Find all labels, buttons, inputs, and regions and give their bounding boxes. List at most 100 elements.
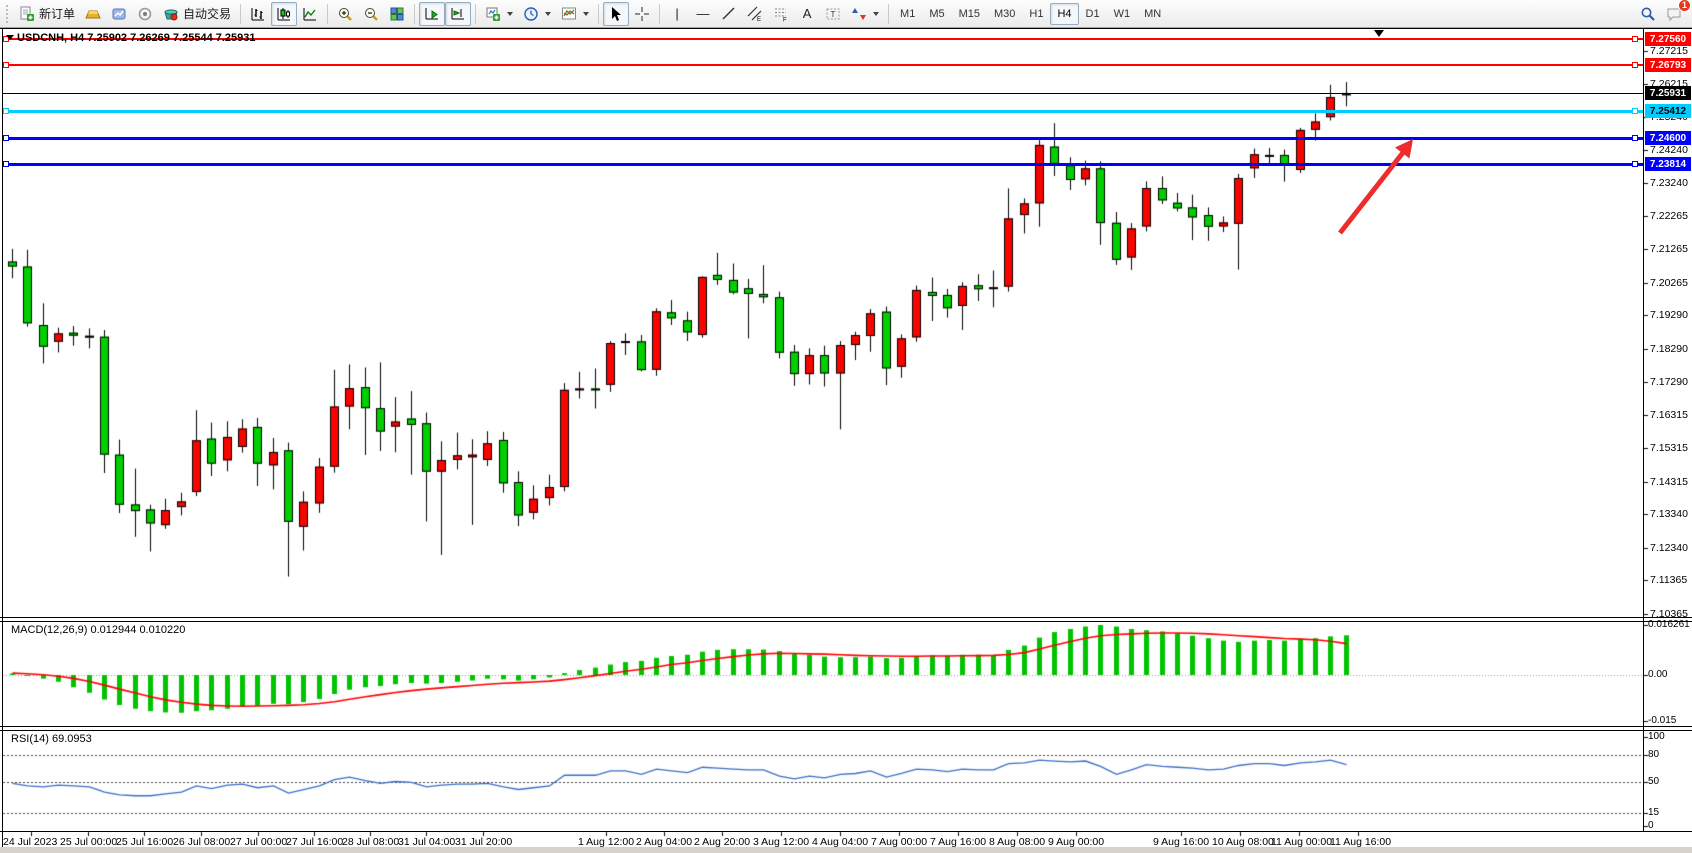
price-axis-tick: 7.16315 [1650,409,1688,421]
new-order-button[interactable]: 新订单 [14,2,80,26]
price-axis-tick: 7.19290 [1650,309,1688,321]
support-line-blue-2-handle[interactable] [1632,161,1638,167]
chart-shift-marker[interactable] [1374,30,1384,37]
tf-button-m1[interactable]: M1 [900,7,916,20]
macd-rsi-splitter[interactable] [0,726,1692,727]
arrows-button[interactable] [846,2,884,26]
current-price-line[interactable] [3,93,1643,94]
rsi-axis-label: 15 [1648,807,1660,818]
horizontal-line-button[interactable]: — [690,2,716,26]
price-tag-7.25931: 7.25931 [1645,86,1691,100]
vertical-line-button[interactable]: | [664,2,690,26]
timeframe-bar: M1 M5 M15 M30 H1 H4 D1 W1 MN [893,2,1168,25]
clock-icon [524,6,538,21]
trendline-button[interactable] [716,2,742,26]
new-chart-button[interactable] [480,2,518,26]
time-axis-label: 9 Aug 00:00 [1048,836,1105,848]
tf-button-m30[interactable]: M30 [994,7,1016,20]
tile-windows-button[interactable] [384,2,410,26]
arrow-objects-icon [852,7,867,20]
resistance-line-2-handle[interactable] [3,62,9,68]
support-line-cyan[interactable] [3,110,1643,113]
cursor-icon [612,6,622,21]
support-line-cyan-handle[interactable] [3,108,9,114]
tf-button-mn[interactable]: MN [1144,7,1162,20]
resistance-line-2[interactable] [3,64,1643,66]
crosshair-button[interactable] [629,2,655,26]
text-icon: A [802,6,812,21]
support-line-blue-2[interactable] [3,163,1643,166]
equidistant-channel-button[interactable]: E [742,2,768,26]
time-axis-label: 31 Jul 04:00 [398,836,456,848]
price-axis-tick: 7.12340 [1650,542,1688,554]
indicators-button[interactable] [556,2,594,26]
text-label-icon: T [826,8,840,19]
rsi-axis-label: 50 [1648,776,1660,787]
notifications-button[interactable]: 1 [1661,0,1691,26]
candlestick-mode-button[interactable] [271,1,298,26]
auto-trading-label: 自动交易 [183,7,232,21]
resistance-line-1-handle[interactable] [1632,36,1638,42]
support-line-blue-1[interactable] [3,137,1643,140]
main-macd-splitter[interactable] [0,617,1692,618]
fibonacci-button[interactable]: F [768,2,794,26]
tf-button-h4[interactable]: H4 [1050,2,1079,25]
price-tag-7.27560: 7.27560 [1645,32,1691,46]
tf-button-d1[interactable]: D1 [1085,7,1100,20]
support-line-cyan-handle[interactable] [1632,108,1638,114]
chart-shift-button[interactable] [445,1,472,26]
resistance-line-1[interactable] [3,38,1643,40]
market-charts-button[interactable] [106,2,132,26]
tf-button-m15[interactable]: M15 [958,7,980,20]
time-axis-label: 2 Aug 20:00 [694,836,751,848]
price-axis-tick: 7.24240 [1650,144,1688,156]
resistance-line-2-handle[interactable] [1632,62,1638,68]
tf-button-h1[interactable]: H1 [1029,7,1044,20]
text-button[interactable]: A [794,2,820,26]
search-button[interactable] [1635,2,1661,26]
svg-text:T: T [831,10,836,19]
zoom-out-button[interactable] [358,2,384,26]
rsi-indicator-label: RSI(14) 69.0953 [9,733,94,745]
periods-button[interactable] [518,2,556,26]
macd-signal-value: 0.010220 [139,624,186,636]
auto-trading-button[interactable]: 自动交易 [158,2,236,26]
trend-arrow-annotation[interactable] [1300,118,1440,248]
chart-cloud-icon [112,8,126,19]
chart-top-border [0,28,1692,29]
rsi-name: RSI(14) [11,733,49,745]
chevron-down-icon [507,11,514,16]
cursor-button[interactable] [603,1,630,26]
rsi-axis-label: 80 [1648,749,1660,760]
new-chart-icon [486,7,501,21]
time-axis-label: 27 Jul 16:00 [286,836,344,848]
support-line-blue-1-handle[interactable] [3,135,9,141]
chart-title-ohlc: USDCNH, H4 7.25902 7.26269 7.25544 7.259… [17,32,256,44]
time-axis-label: 27 Jul 00:00 [230,836,288,848]
auto-scroll-button[interactable] [419,1,446,26]
toolbar-separator [327,3,329,24]
window-bottom-edge [0,847,1692,853]
support-line-blue-2-handle[interactable] [3,161,9,167]
toolbar-separator [659,3,661,24]
time-axis-label: 26 Jul 08:00 [173,836,231,848]
time-axis-label: 10 Aug 08:00 [1212,836,1274,848]
zoom-in-button[interactable] [332,2,358,26]
symbol-dropdown-icon[interactable] [6,35,14,40]
line-chart-icon [303,7,317,20]
time-axis-label: 11 Aug 00:00 [1271,836,1333,848]
time-axis-label: 8 Aug 08:00 [989,836,1046,848]
tf-button-m5[interactable]: M5 [929,7,945,20]
rsi-top-border [0,730,1692,731]
bar-chart-mode-button[interactable] [245,2,271,26]
text-label-button[interactable]: T [820,2,846,26]
chart-shift-icon [451,7,465,19]
line-chart-mode-button[interactable] [297,2,323,26]
signal-button[interactable] [132,2,158,26]
gold-button[interactable] [80,2,106,26]
macd-main-value: 0.012944 [90,624,137,636]
gold-ingot-icon [85,10,101,18]
support-line-blue-1-handle[interactable] [1632,135,1638,141]
channel-icon: E [747,6,762,22]
tf-button-w1[interactable]: W1 [1113,7,1131,20]
